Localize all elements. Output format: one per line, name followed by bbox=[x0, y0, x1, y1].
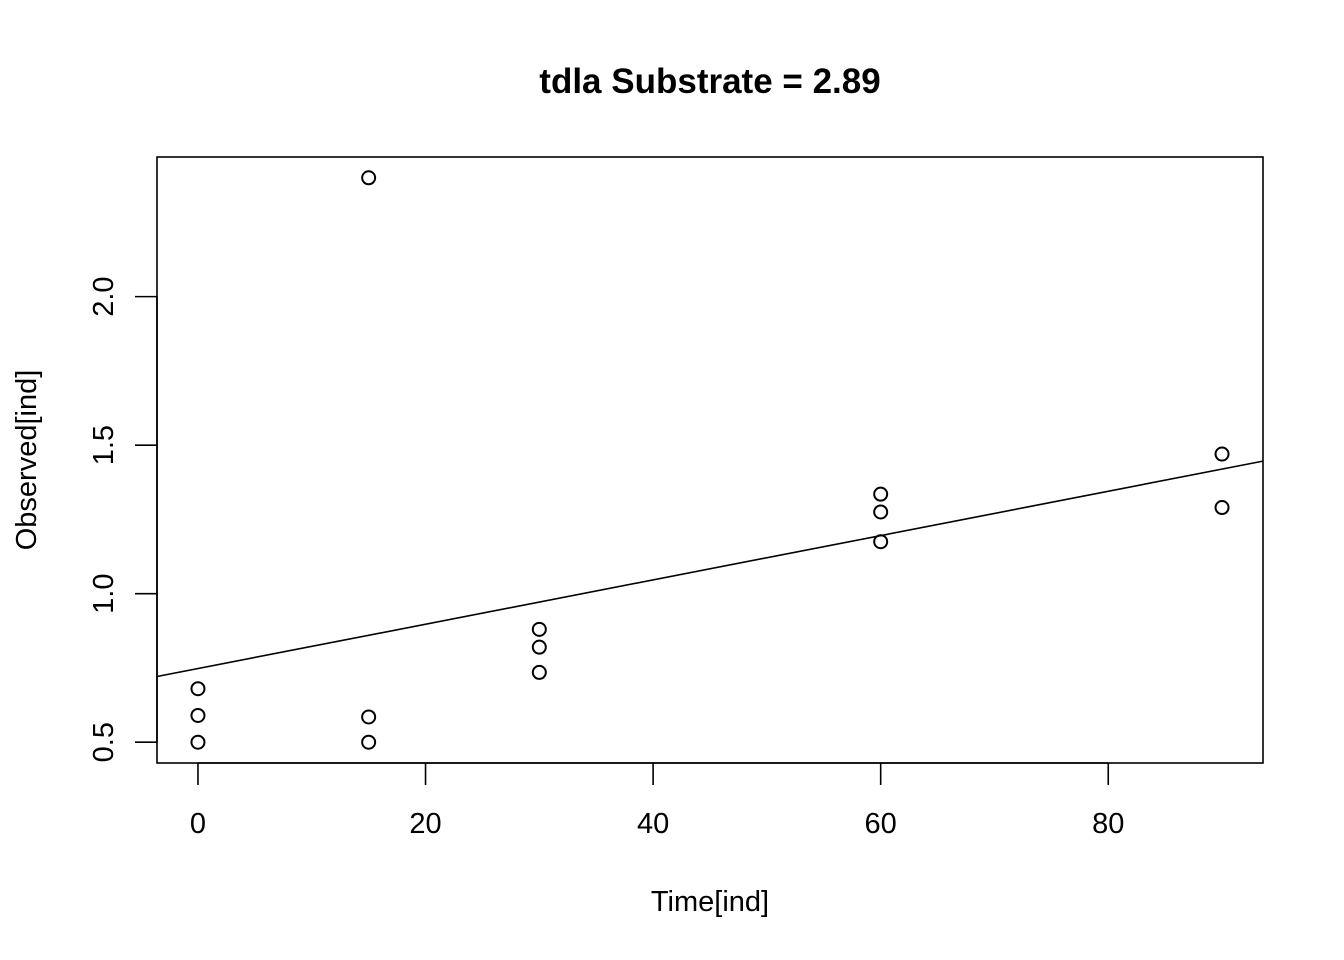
y-tick-label: 1.0 bbox=[88, 574, 120, 614]
x-tick-label: 20 bbox=[409, 808, 441, 840]
x-tick-label: 60 bbox=[865, 808, 897, 840]
x-tick-label: 0 bbox=[190, 808, 206, 840]
data-point bbox=[361, 734, 377, 750]
data-point bbox=[361, 170, 377, 186]
x-axis-label: Time[ind] bbox=[651, 886, 769, 918]
data-point bbox=[190, 707, 206, 723]
data-point bbox=[873, 486, 889, 502]
data-point bbox=[361, 709, 377, 725]
data-point bbox=[531, 639, 547, 655]
data-point bbox=[873, 534, 889, 550]
x-tick-label: 80 bbox=[1092, 808, 1124, 840]
regression-line bbox=[156, 460, 1264, 678]
data-points bbox=[190, 170, 1230, 750]
y-tick-label: 2.0 bbox=[88, 276, 120, 316]
data-point bbox=[1214, 500, 1230, 516]
data-point bbox=[190, 681, 206, 697]
y-axis-label: Observed[ind] bbox=[11, 370, 43, 551]
y-tick-label: 1.5 bbox=[88, 425, 120, 465]
data-point bbox=[531, 664, 547, 680]
data-point bbox=[531, 621, 547, 637]
x-axis: 0 20 40 60 80 bbox=[190, 762, 1124, 840]
data-point bbox=[873, 504, 889, 520]
plot-frame bbox=[156, 156, 1264, 764]
y-axis: 0.5 1.0 1.5 2.0 bbox=[88, 276, 158, 762]
x-tick-label: 40 bbox=[637, 808, 669, 840]
data-point bbox=[1214, 446, 1230, 462]
data-point bbox=[190, 734, 206, 750]
chart-title: tdla Substrate = 2.89 bbox=[539, 62, 880, 101]
y-tick-label: 0.5 bbox=[88, 722, 120, 762]
